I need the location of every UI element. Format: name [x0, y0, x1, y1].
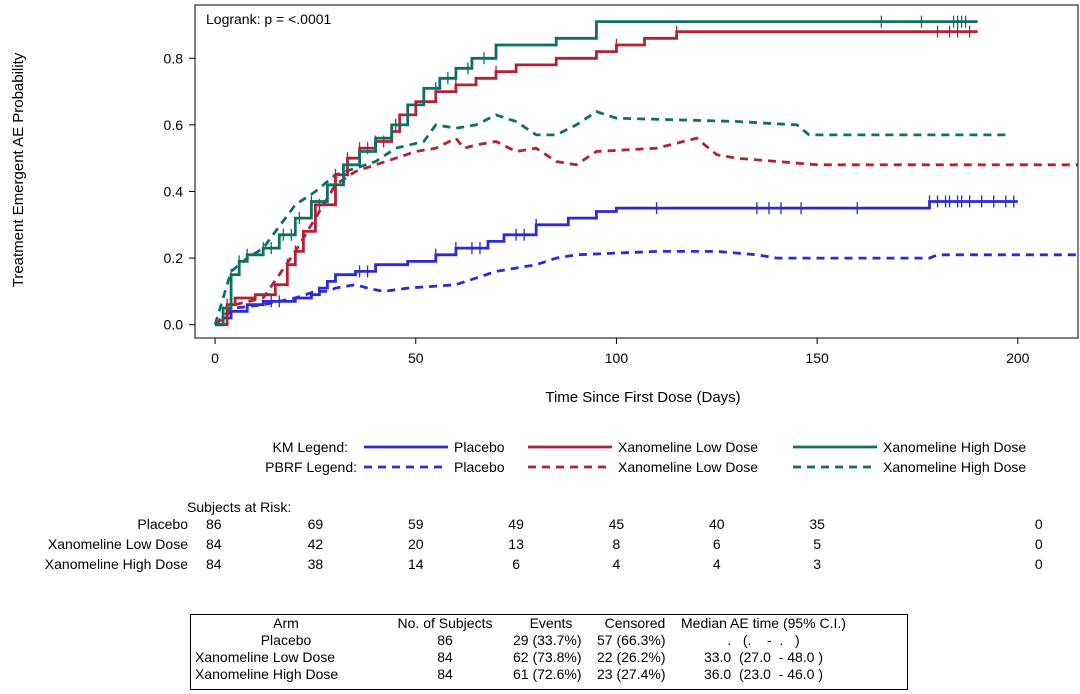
summary-median: 36.0 (23.0 - 46.0 )	[703, 666, 824, 682]
risk-count: 4	[713, 556, 721, 572]
summary-header-median: Median AE time (95% C.I.)	[681, 615, 846, 631]
risk-count: 40	[709, 516, 725, 532]
summary-median: 33.0 (27.0 - 48.0 )	[703, 649, 824, 665]
summary-arm: Xanomeline High Dose	[195, 666, 339, 682]
x-tick-label: 50	[408, 350, 424, 366]
summary-censored: 57 (66.3%)	[597, 632, 666, 648]
y-tick-label: 0.6	[164, 117, 184, 133]
risk-count: 84	[206, 536, 222, 552]
km-legend-label: Xanomeline Low Dose	[618, 439, 758, 455]
summary-subjects: 86	[437, 632, 453, 648]
summary-arm: Placebo	[260, 632, 312, 648]
summary-censored: 22 (26.2%)	[597, 649, 666, 665]
risk-row-label: Xanomeline Low Dose	[48, 536, 188, 552]
summary-header-arm: Arm	[273, 615, 299, 631]
risk-count: 45	[609, 516, 625, 532]
summary-row: Xanomeline Low Dose 84 62 (73.8%) 22 (26…	[191, 649, 850, 666]
risk-count: 13	[508, 536, 524, 552]
risk-count: 84	[206, 556, 222, 572]
pbrf-legend-label: Xanomeline High Dose	[883, 459, 1026, 475]
risk-count: 38	[308, 556, 324, 572]
x-tick-label: 0	[211, 350, 219, 366]
summary-events: 29 (33.7%)	[513, 632, 582, 648]
risk-count: 6	[713, 536, 721, 552]
y-tick-label: 0.0	[164, 317, 184, 333]
risk-count: 42	[308, 536, 324, 552]
x-tick-label: 100	[605, 350, 629, 366]
risk-table-title: Subjects at Risk:	[187, 499, 291, 515]
plot-frame	[194, 4, 1079, 339]
risk-count: 6	[512, 556, 520, 572]
risk-row-label: Placebo	[137, 516, 188, 532]
km-legend-label: Xanomeline High Dose	[883, 439, 1026, 455]
pbrf-line-high	[213, 110, 1006, 326]
km-legend-title: KM Legend:	[273, 439, 349, 455]
risk-count: 0	[1035, 536, 1043, 552]
y-tick-label: 0.2	[164, 250, 184, 266]
summary-header-events: Events	[529, 615, 573, 631]
y-tick-label: 0.8	[164, 50, 184, 66]
x-tick-label: 200	[1006, 350, 1030, 366]
risk-count: 20	[408, 536, 424, 552]
x-axis-label: Time Since First Dose (Days)	[545, 389, 740, 406]
risk-count: 59	[408, 516, 424, 532]
risk-count: 14	[408, 556, 424, 572]
summary-arm: Xanomeline Low Dose	[195, 649, 336, 665]
risk-count: 5	[813, 536, 821, 552]
pbrf-line-placebo	[214, 250, 1078, 326]
summary-header-row: Arm No. of Subjects Events Censored Medi…	[191, 615, 850, 632]
km-legend-label: Placebo	[454, 439, 505, 455]
risk-count: 35	[809, 516, 825, 532]
summary-header-censored: Censored	[604, 615, 666, 631]
summary-median: . (. - . )	[727, 632, 800, 648]
summary-events: 61 (72.6%)	[513, 666, 582, 682]
summary-events: 62 (73.8%)	[513, 649, 582, 665]
risk-count: 4	[613, 556, 621, 572]
risk-count: 49	[508, 516, 524, 532]
summary-header-subjects: No. of Subjects	[397, 615, 493, 631]
risk-count: 86	[206, 516, 222, 532]
risk-count: 8	[613, 536, 621, 552]
summary-table: Arm No. of Subjects Events Censored Medi…	[190, 614, 908, 690]
y-axis-label: Treatment Emergent AE Probability	[10, 52, 27, 287]
risk-count: 0	[1035, 516, 1043, 532]
x-tick-label: 150	[805, 350, 829, 366]
pbrf-legend-label: Placebo	[454, 459, 505, 475]
summary-subjects: 84	[437, 666, 453, 682]
logrank-annotation: Logrank: p = <.0001	[206, 11, 332, 27]
pbrf-legend-label: Xanomeline Low Dose	[618, 459, 758, 475]
pbrf-legend-title: PBRF Legend:	[265, 459, 357, 475]
risk-count: 3	[813, 556, 821, 572]
risk-row-label: Xanomeline High Dose	[45, 556, 188, 572]
summary-censored: 23 (27.4%)	[597, 666, 666, 682]
km-line-high	[215, 20, 978, 327]
summary-subjects: 84	[437, 649, 453, 665]
summary-row: Xanomeline High Dose 84 61 (72.6%) 23 (2…	[191, 666, 850, 683]
km-line-placebo	[215, 200, 1018, 327]
risk-count: 69	[308, 516, 324, 532]
pbrf-line-low	[214, 136, 1078, 326]
y-tick-label: 0.4	[164, 183, 184, 199]
summary-row: Placebo 86 29 (33.7%) 57 (66.3%) . (. - …	[191, 632, 850, 649]
risk-count: 0	[1035, 556, 1043, 572]
